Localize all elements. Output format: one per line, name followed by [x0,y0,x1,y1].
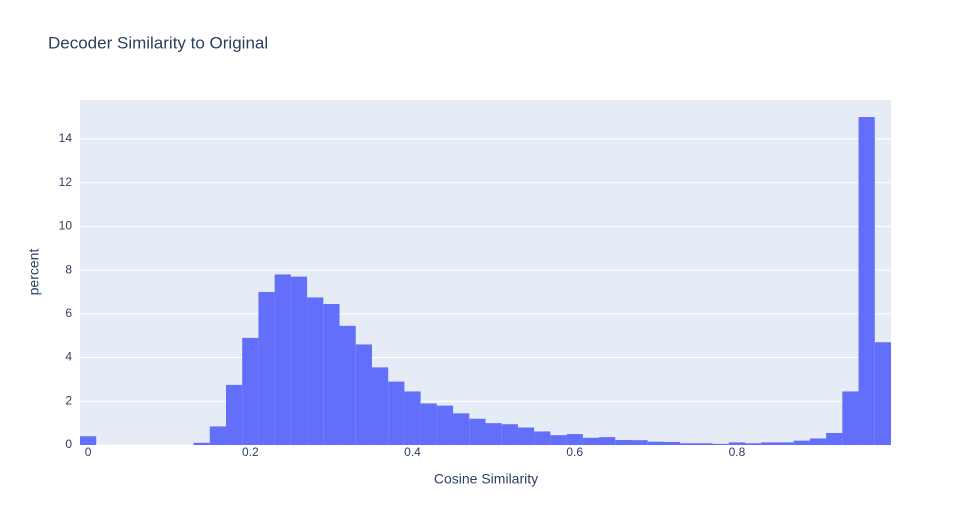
bar [842,391,859,445]
bar [599,437,616,445]
bar [696,443,713,445]
bar [80,436,97,445]
bar [209,426,226,445]
bar [388,381,405,445]
x-tick-label: 0.4 [404,445,421,459]
bar [582,437,600,445]
y-tick-label: 2 [65,393,72,407]
bar [274,274,291,445]
bar [453,413,470,445]
bar [631,440,648,445]
bar [663,441,681,445]
bar [404,391,421,445]
bar [501,424,518,445]
bar [355,344,372,445]
bar [566,434,583,445]
bar [485,423,502,445]
bar [550,435,567,445]
y-tick-label: 8 [65,262,72,276]
bar [728,442,746,445]
bar [193,442,210,445]
y-tick-label: 6 [65,306,72,320]
bar [615,439,632,445]
chart-title: Decoder Similarity to Original [48,33,268,52]
bar [242,337,259,445]
x-tick-label: 0.2 [242,445,259,459]
bar [712,443,729,445]
bar [826,432,843,445]
y-tick-label: 14 [59,131,73,145]
bar [809,438,827,445]
x-axis-title: Cosine Similarity [434,471,538,487]
y-tick-label: 12 [59,175,73,189]
bar [745,443,762,445]
bar [858,117,875,446]
bar [874,342,891,445]
bar [323,303,340,445]
bar [436,405,454,445]
bar [517,427,535,445]
plot-area [80,100,891,445]
y-tick-label: 10 [59,219,73,233]
bar [761,442,778,445]
bar [258,291,275,445]
bar [777,442,794,445]
bar [680,443,697,445]
bar [371,367,389,445]
bar [225,384,243,445]
bar [469,418,486,445]
bar [307,297,324,445]
bar [534,431,551,445]
y-tick-label: 0 [65,437,72,451]
x-tick-label: 0.8 [729,445,746,459]
bar [647,441,664,445]
bar [339,325,356,445]
x-tick-label: 0.6 [566,445,583,459]
bar [793,440,810,445]
y-tick-label: 4 [65,350,72,364]
bar [290,276,308,445]
x-tick-label: 0 [85,445,92,459]
y-axis-title: percent [26,249,42,296]
bar [420,403,437,445]
